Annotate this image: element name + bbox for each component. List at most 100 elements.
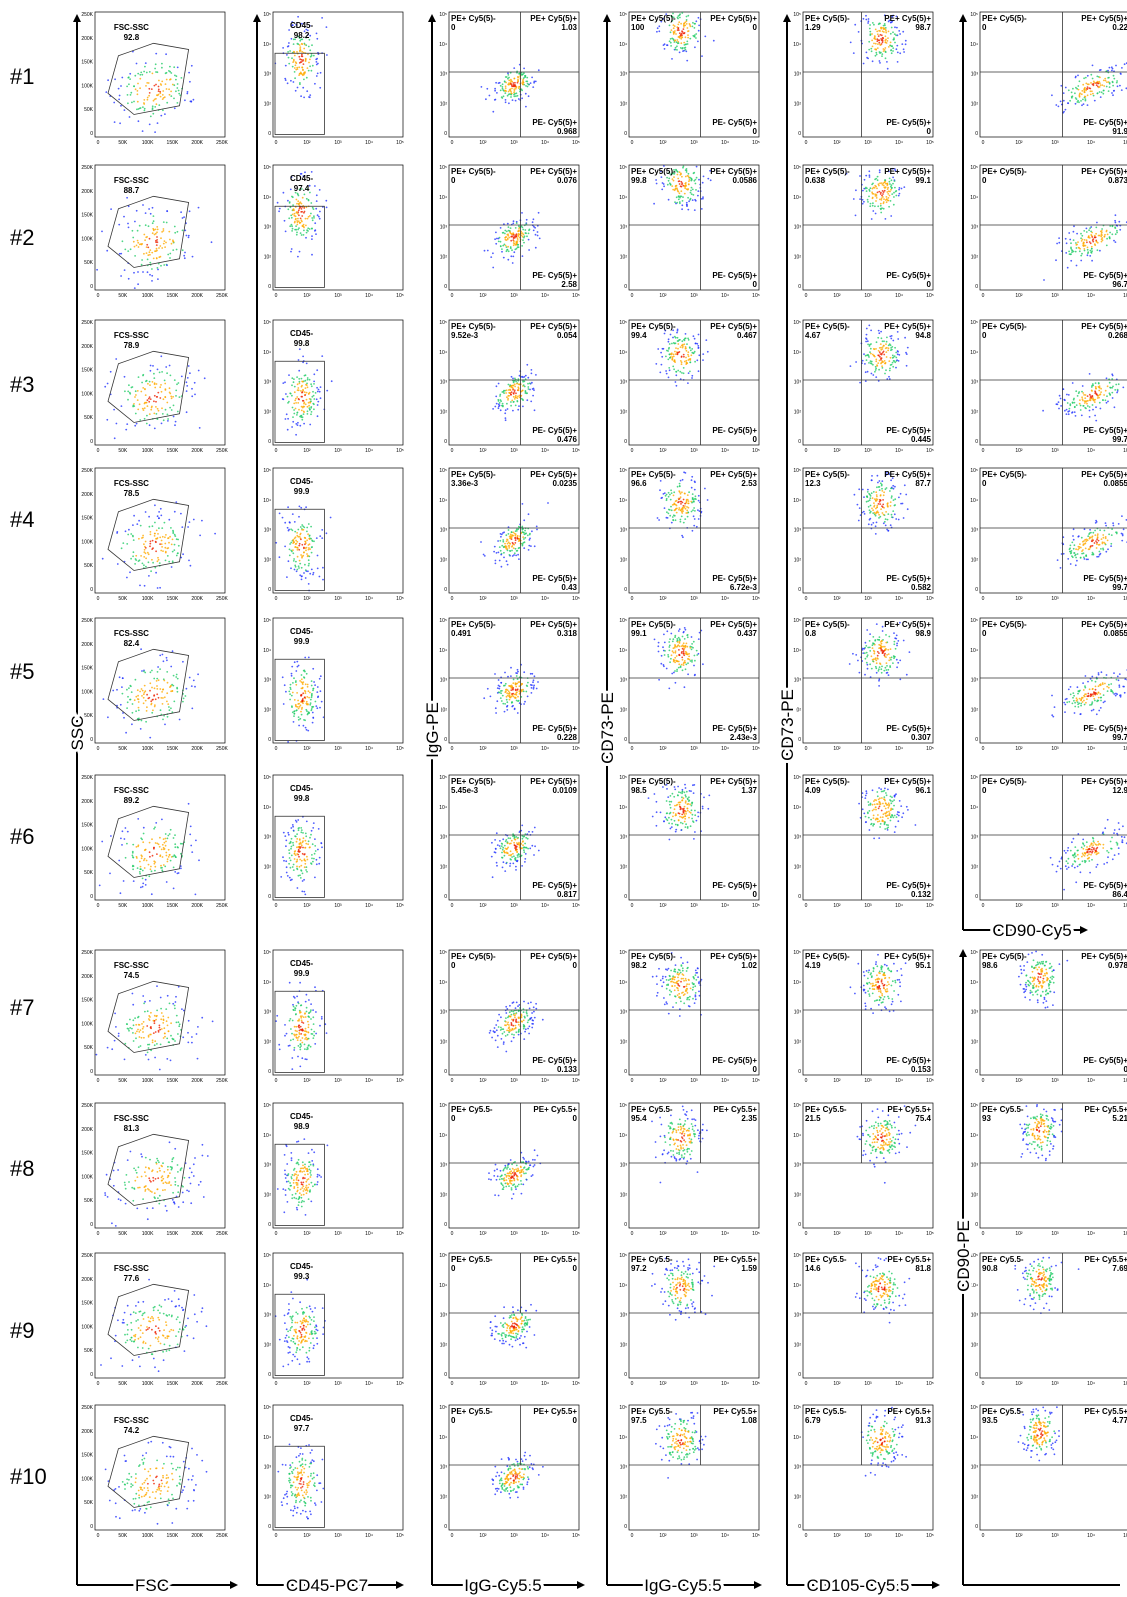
y-tick-label: 10⁴ <box>619 350 627 356</box>
scatter-point <box>892 510 895 512</box>
scatter-point <box>127 250 130 252</box>
scatter-point <box>102 698 105 700</box>
scatter-point <box>1108 66 1111 69</box>
scatter-point <box>300 701 302 703</box>
scatter-point <box>517 528 520 531</box>
scatter-point <box>507 233 509 236</box>
scatter-point <box>143 584 146 587</box>
scatter-point <box>525 690 528 693</box>
scatter-point <box>186 91 189 93</box>
scatter-point <box>874 212 877 215</box>
scatter-point <box>879 182 881 185</box>
scatter-point <box>172 532 175 534</box>
scatter-point <box>676 336 679 339</box>
scatter-point <box>866 198 869 201</box>
scatter-point <box>532 229 535 232</box>
x-tick-label: 0 <box>805 140 808 146</box>
scatter-point <box>126 688 128 691</box>
scatter-point <box>670 657 672 660</box>
scatter-point <box>288 548 291 551</box>
scatter-point <box>681 534 683 537</box>
scatter-point <box>318 677 321 680</box>
scatter-point <box>1084 88 1086 91</box>
scatter-point <box>524 75 527 78</box>
scatter-point <box>526 534 529 537</box>
scatter-point <box>485 98 487 101</box>
scatter-point <box>1104 536 1107 538</box>
scatter-point <box>174 535 177 537</box>
scatter-point <box>698 24 700 27</box>
scatter-point <box>892 203 895 206</box>
scatter-point <box>905 353 908 355</box>
scatter-point <box>176 552 179 555</box>
scatter-point <box>683 686 686 689</box>
scatter-point <box>695 165 698 168</box>
scatter-point <box>146 414 148 417</box>
gate-value: 88.7 <box>124 186 140 195</box>
scatter-point <box>887 529 890 532</box>
scatter-point <box>155 71 157 73</box>
scatter-point <box>501 231 504 234</box>
x-tick-label: 200K <box>191 596 203 602</box>
scatter-point <box>173 107 176 110</box>
scatter-point <box>311 546 313 548</box>
scatter-point <box>875 197 878 199</box>
quadrant-ul-value: 12.3 <box>805 479 821 488</box>
scatter-point <box>871 507 873 510</box>
scatter-point <box>1111 378 1114 380</box>
scatter-point <box>509 685 511 687</box>
scatter-point <box>523 241 525 244</box>
quadrant-ur-value: 0.076 <box>557 176 578 185</box>
scatter-point <box>170 409 173 411</box>
scatter-point <box>514 697 517 699</box>
scatter-point <box>1112 522 1114 525</box>
scatter-point <box>293 661 296 664</box>
x-tick-label: 10⁴ <box>721 448 729 454</box>
scatter-point <box>160 237 162 240</box>
scatter-point <box>499 89 502 92</box>
scatter-point <box>300 710 302 713</box>
scatter-point <box>533 80 536 83</box>
scatter-point <box>894 346 896 349</box>
scatter-point <box>180 77 183 79</box>
scatter-point <box>892 365 895 368</box>
scatter-point <box>134 74 137 77</box>
scatter-point <box>138 243 141 246</box>
y-tick-label: 10⁵ <box>439 618 447 624</box>
scatter-point <box>667 376 670 379</box>
scatter-point <box>1101 84 1104 86</box>
scatter-point <box>149 384 151 386</box>
scatter-point <box>686 636 689 639</box>
scatter-point <box>1074 97 1077 99</box>
scatter-point <box>878 355 881 358</box>
quadrant-ur-value: 0.22 <box>1112 23 1127 32</box>
scatter-point <box>503 710 506 713</box>
scatter-point <box>155 247 158 250</box>
scatter-point <box>155 571 157 574</box>
scatter-point <box>686 59 689 62</box>
x-tick-label: 0 <box>451 746 454 752</box>
scatter-point <box>693 34 696 36</box>
scatter-point <box>1087 236 1090 239</box>
scatter-point <box>508 102 510 105</box>
scatter-point <box>886 61 888 63</box>
scatter-point <box>1095 547 1098 549</box>
scatter-point <box>869 504 872 507</box>
scatter-point <box>160 422 163 425</box>
scatter-point <box>538 237 541 240</box>
scatter-point <box>141 73 144 76</box>
scatter-point <box>685 512 688 514</box>
scatter-point <box>893 180 896 182</box>
scatter-point <box>527 95 530 98</box>
scatter-point <box>877 205 880 208</box>
scatter-point <box>883 506 885 509</box>
scatter-point <box>137 706 140 709</box>
scatter-point <box>670 492 673 494</box>
quadrant-ur-value: 0.268 <box>1108 331 1127 340</box>
scatter-point <box>1103 394 1105 396</box>
plot-frame <box>979 319 1127 446</box>
scatter-point <box>674 46 677 49</box>
scatter-point <box>290 214 293 217</box>
scatter-point <box>526 235 528 238</box>
scatter-point <box>1121 515 1123 517</box>
